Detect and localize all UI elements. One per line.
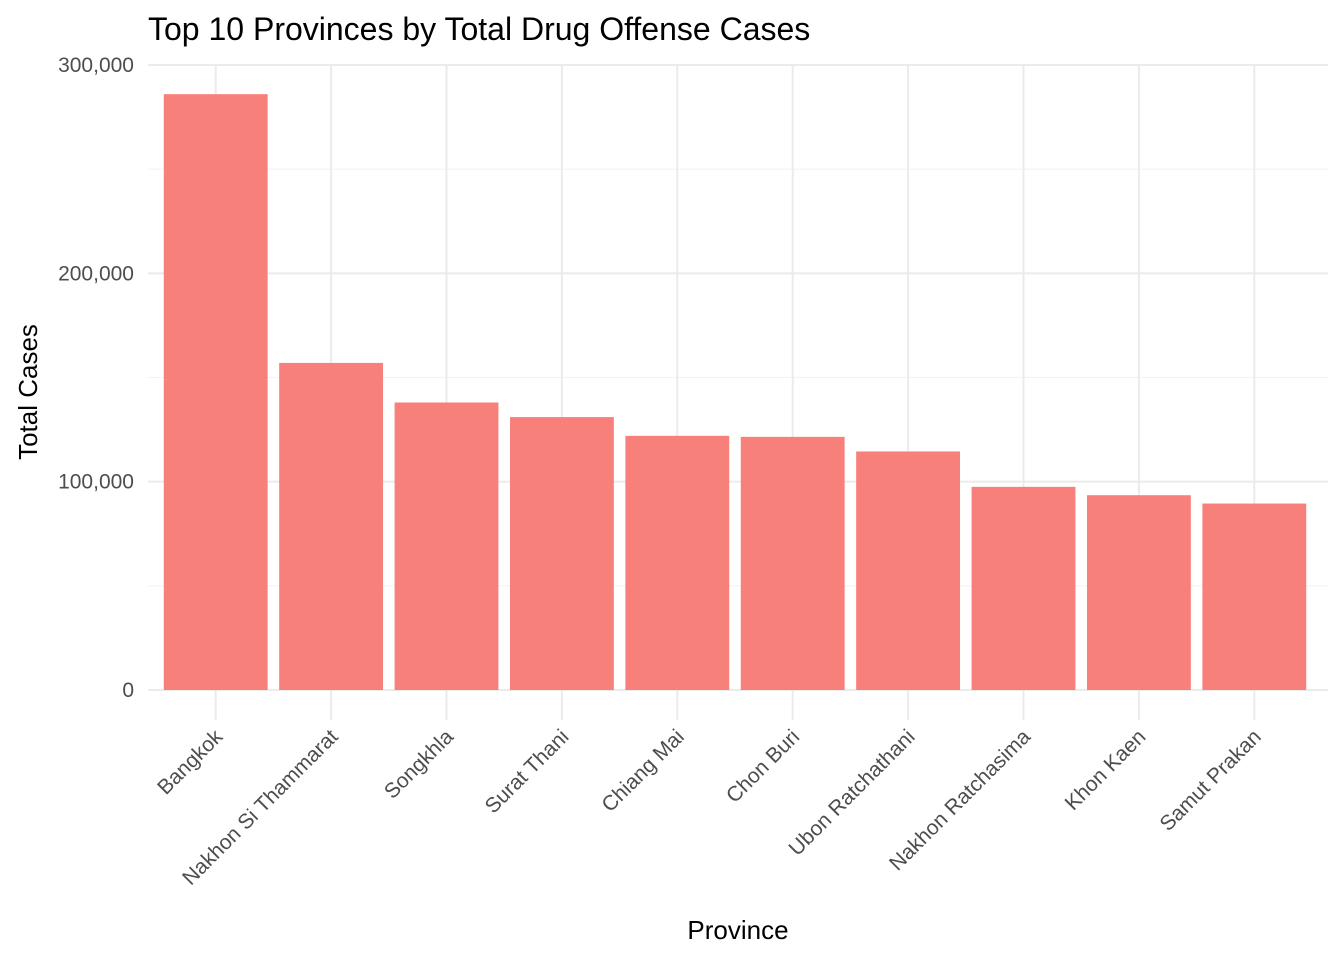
bar-surat-thani bbox=[509, 417, 614, 690]
bar-khon-kaen bbox=[1086, 495, 1191, 690]
bar-chiang-mai bbox=[625, 435, 730, 690]
bar-nakhon-ratchasima bbox=[971, 486, 1076, 690]
bar-samut-prakan bbox=[1202, 503, 1307, 690]
x-tick-label: Surat Thani bbox=[481, 725, 574, 818]
y-axis-ticks: 0 100,000 200,000 300,000 bbox=[58, 54, 134, 702]
y-tick-label: 100,000 bbox=[58, 471, 134, 494]
y-tick-label: 200,000 bbox=[58, 262, 134, 285]
chart-title: Top 10 Provinces by Total Drug Offense C… bbox=[148, 11, 810, 47]
x-tick-label: Samut Prakan bbox=[1155, 725, 1265, 835]
bar-chon-buri bbox=[740, 436, 845, 690]
x-tick-label: Chon Buri bbox=[722, 725, 804, 807]
x-tick-label: Ubon Ratchathani bbox=[784, 725, 919, 860]
bar-ubon-ratchathani bbox=[856, 451, 961, 690]
bar-songkhla bbox=[394, 402, 499, 690]
x-tick-label: Songkhla bbox=[380, 725, 458, 803]
bar-nakhon-si-thammarat bbox=[279, 362, 384, 690]
y-axis-title: Total Cases bbox=[13, 324, 43, 460]
x-tick-label: Chiang Mai bbox=[597, 725, 688, 816]
bars bbox=[163, 94, 1307, 690]
x-axis-title: Province bbox=[687, 915, 788, 945]
bar-bangkok bbox=[163, 94, 268, 690]
x-tick-label: Bangkok bbox=[153, 725, 227, 799]
y-tick-label: 0 bbox=[122, 679, 134, 702]
x-tick-label: Khon Kaen bbox=[1061, 725, 1151, 815]
y-tick-label: 300,000 bbox=[58, 54, 134, 77]
